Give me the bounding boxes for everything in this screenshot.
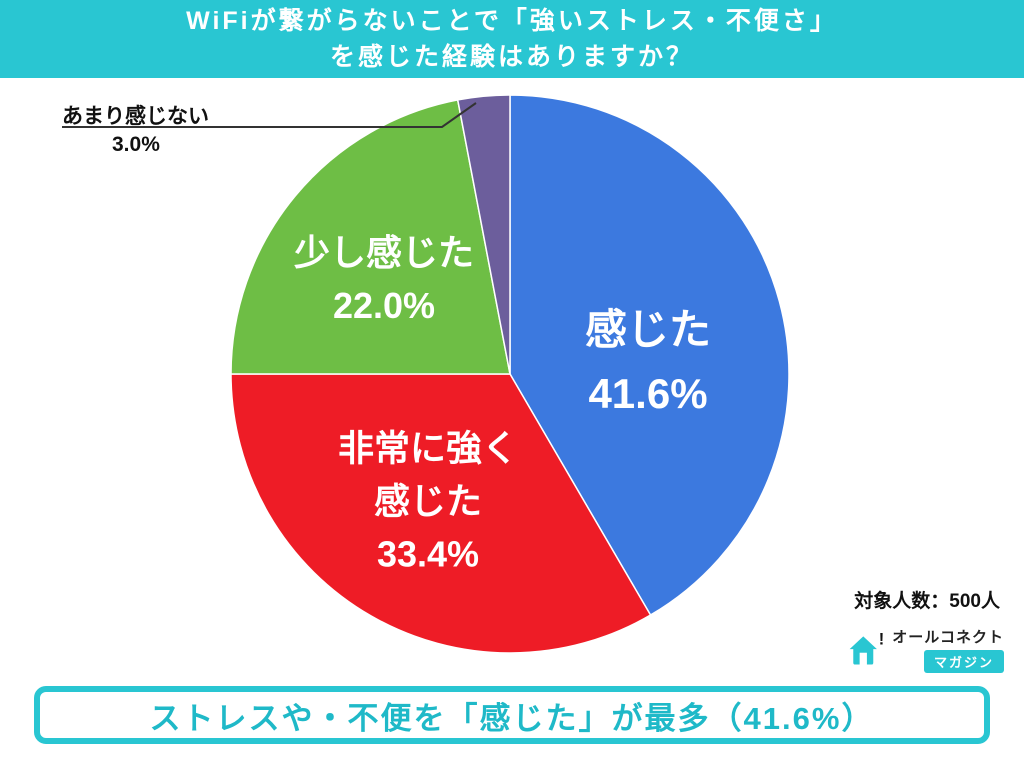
callout-line	[62, 102, 477, 128]
header-title-line2: を感じた経験はありますか？	[329, 43, 694, 71]
sample-size-note: 対象人数：500人	[854, 591, 1000, 612]
slice-label-felt: 感じた 41.6%	[585, 298, 711, 426]
svg-text:!: !	[879, 630, 884, 648]
slice-label-felt-pct: 41.6%	[588, 370, 708, 417]
pie-slice-1	[230, 373, 652, 654]
slice-label-slightly-felt: 少し感じた 22.0%	[294, 226, 474, 332]
house-icon: !	[849, 630, 884, 665]
slice-label-slightly-felt-pct: 22.0%	[332, 285, 436, 326]
summary-banner-text: ストレスや・不便を「感じた」が最多（41.6%）	[149, 700, 875, 736]
pie-slice-3	[456, 94, 511, 375]
callout-value: 3.0%	[112, 133, 160, 156]
slice-label-very-strongly-felt: 非常に強く 感じた 33.4%	[338, 422, 518, 581]
pie-slice-0	[509, 94, 790, 617]
callout-label: あまり感じない	[62, 105, 209, 128]
logo-brand-text: オールコネクト	[892, 629, 1004, 646]
summary-banner: ストレスや・不便を「感じた」が最多（41.6%）	[34, 686, 990, 744]
slice-label-very-strongly-felt-line1: 非常に強く	[337, 427, 519, 469]
header-title-line1: WiFiが繋がらないことで「強いストレス・不便さ」	[186, 7, 838, 35]
brand-logo: ! オールコネクト マガジン	[846, 626, 1004, 673]
pie-slice-2	[230, 99, 511, 375]
slice-label-very-strongly-felt-pct: 33.4%	[376, 533, 480, 575]
slice-label-slightly-felt-text: 少し感じた	[293, 232, 475, 273]
logo-magazine-badge: マガジン	[923, 650, 1004, 673]
header-title-bar: WiFiが繋がらないことで「強いストレス・不便さ」 を感じた経験はありますか？	[0, 0, 1024, 78]
slice-label-very-strongly-felt-line2: 感じた	[373, 480, 483, 522]
slice-label-felt-text: 感じた	[584, 306, 712, 353]
